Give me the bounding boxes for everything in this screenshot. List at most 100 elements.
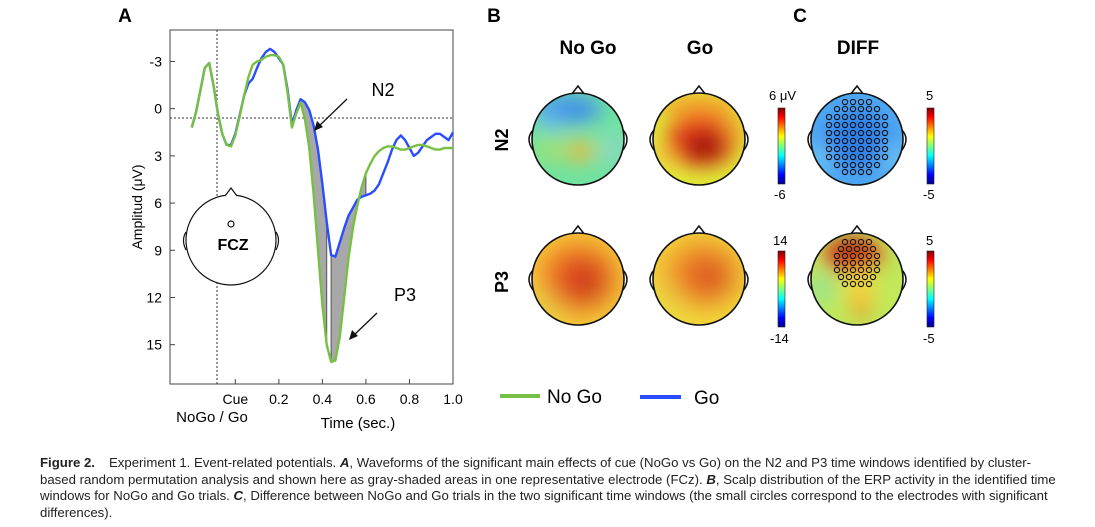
- colorbar-c-n2-max: 5: [926, 88, 933, 103]
- significant-electrode: [865, 129, 873, 137]
- significant-electrode: [865, 153, 873, 161]
- significant-electrode: [881, 137, 889, 145]
- panel-label-a: A: [118, 6, 132, 27]
- topomap-go-p3: [649, 224, 749, 326]
- significant-electrode: [833, 113, 841, 121]
- significant-electrode: [849, 105, 857, 113]
- significant-electrode: [841, 98, 849, 106]
- significant-electrode: [865, 105, 873, 113]
- significant-electrode: [881, 129, 889, 137]
- significant-electrode: [853, 245, 861, 253]
- significant-electrode: [865, 113, 873, 121]
- significant-electrode: [861, 245, 869, 253]
- significant-electrode: [873, 161, 881, 169]
- colorbar-b-p3-min: -14: [770, 331, 789, 346]
- significant-electrode: [825, 113, 833, 121]
- significant-electrode: [833, 129, 841, 137]
- significant-electrode: [873, 266, 881, 274]
- topomap-nogo-n2: [528, 84, 628, 186]
- significant-electrode: [873, 145, 881, 153]
- significant-electrode: [865, 168, 873, 176]
- significant-electrode: [881, 145, 889, 153]
- figure-2: A B C -3 0 3 6 9 12 15 Cue 0.2 0.4 0.6 0.8 1.0 Ampl…: [118, 6, 935, 432]
- significant-electrode: [861, 273, 869, 281]
- significant-electrode: [833, 259, 841, 267]
- significant-electrode: [857, 266, 865, 274]
- annotation-n2: N2: [371, 80, 394, 100]
- colorbar-c-p3-max: 5: [926, 233, 933, 248]
- significant-electrode: [865, 259, 873, 267]
- significant-electrode: [865, 145, 873, 153]
- significant-electrode: [865, 266, 873, 274]
- x-tick-label: 0.2: [269, 391, 289, 407]
- significant-electrode: [857, 161, 865, 169]
- plot-frame: [169, 29, 454, 385]
- significant-electrode: [849, 266, 857, 274]
- significant-electrode: [841, 238, 849, 246]
- significant-electrode: [869, 273, 877, 281]
- col-header-diff: DIFF: [837, 38, 879, 59]
- colorbar-b-n2: 6 μV -6: [769, 88, 796, 202]
- significant-electrode: [849, 145, 857, 153]
- topomap-go-n2: [649, 84, 749, 186]
- significant-electrode: [841, 145, 849, 153]
- significant-electrode: [833, 137, 841, 145]
- colorbar-c-n2: 5 -5: [923, 88, 935, 202]
- x-tick-label: 0.8: [400, 391, 420, 407]
- colorbar-b-n2-min: -6: [774, 187, 786, 202]
- significant-electrode: [845, 245, 853, 253]
- significant-electrode: [841, 113, 849, 121]
- topomap-diff-p3: [807, 224, 907, 326]
- significant-electrode: [841, 153, 849, 161]
- colorbar-b-p3-max: 14: [773, 233, 787, 248]
- significant-electrode: [857, 105, 865, 113]
- significant-electrode: [841, 168, 849, 176]
- significant-electrode: [869, 245, 877, 253]
- series-line-nogo: [190, 54, 453, 364]
- topomap-nogo-p3: [528, 224, 628, 326]
- significant-electrode: [845, 273, 853, 281]
- arrow-p3: [351, 312, 378, 338]
- significant-electrode: [873, 252, 881, 260]
- y-tick-label: 15: [146, 337, 162, 353]
- significant-electrode: [857, 153, 865, 161]
- significant-electrode: [849, 252, 857, 260]
- electrode-marker: [227, 220, 235, 228]
- significant-electrode: [841, 259, 849, 267]
- electrode-label: FCZ: [217, 237, 248, 254]
- significant-electrode: [849, 161, 857, 169]
- significant-electrode: [841, 161, 849, 169]
- significant-electrode: [857, 98, 865, 106]
- significant-electrode: [873, 105, 881, 113]
- significant-electrode: [849, 168, 857, 176]
- significant-electrode: [825, 121, 833, 129]
- significant-electrode: [849, 238, 857, 246]
- y-tick-label: 6: [154, 195, 162, 211]
- significant-electrode: [825, 153, 833, 161]
- significant-electrode: [849, 121, 857, 129]
- significant-electrode: [857, 238, 865, 246]
- significant-electrode: [865, 252, 873, 260]
- significant-electrode: [849, 137, 857, 145]
- significant-electrode: [841, 105, 849, 113]
- x-axis-label: Time (sec.): [321, 415, 395, 432]
- arrow-n2: [316, 98, 348, 129]
- significant-electrode: [841, 252, 849, 260]
- significant-electrode: [853, 273, 861, 281]
- significant-electrode: [873, 121, 881, 129]
- significant-electrode: [865, 161, 873, 169]
- significant-electrode: [841, 280, 849, 288]
- legend-label-nogo: No Go: [547, 387, 602, 408]
- colorbar-b-n2-max: 6 μV: [769, 88, 796, 103]
- significant-electrode: [849, 113, 857, 121]
- significant-electrode: [865, 238, 873, 246]
- significant-electrode: [857, 129, 865, 137]
- significant-electrode: [833, 121, 841, 129]
- caption-body: Experiment 1. Event-related potentials. …: [40, 455, 1056, 520]
- significant-electrode: [849, 98, 857, 106]
- y-tick-label: -3: [150, 53, 163, 69]
- significant-electrode: [857, 252, 865, 260]
- significant-electrode: [841, 137, 849, 145]
- colorbar-b-p3: 14 -14: [770, 233, 789, 346]
- x-tick-label: 0.4: [313, 391, 333, 407]
